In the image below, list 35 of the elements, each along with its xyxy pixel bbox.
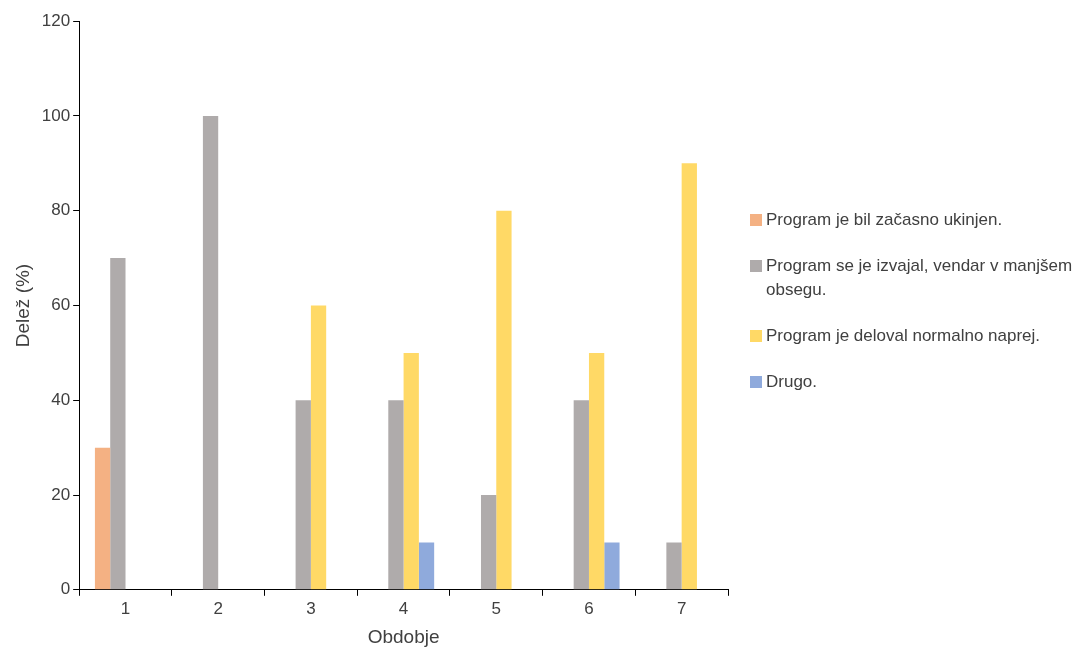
bar xyxy=(94,447,111,590)
y-tick-label: 40 xyxy=(51,389,71,409)
x-tick-label: 7 xyxy=(676,598,687,618)
bar xyxy=(310,305,327,590)
legend-label: Drugo. xyxy=(766,371,818,393)
x-tick-label: 4 xyxy=(398,598,409,618)
bar xyxy=(588,352,605,590)
y-tick-label: 60 xyxy=(51,295,71,315)
bar xyxy=(388,400,404,590)
x-tick-label: 3 xyxy=(306,598,316,618)
x-tick-label: 2 xyxy=(213,598,223,618)
y-tick-label: 120 xyxy=(41,10,71,30)
bar xyxy=(666,542,682,590)
bar xyxy=(496,210,512,590)
bar xyxy=(295,400,311,590)
bar xyxy=(110,258,126,590)
bar xyxy=(202,115,219,590)
x-tick-label: 5 xyxy=(491,598,502,618)
legend-label: Program je deloval normalno naprej. xyxy=(766,325,1041,347)
bar xyxy=(681,163,697,590)
x-tick-label: 1 xyxy=(120,598,131,618)
y-axis-title: Delež (%) xyxy=(11,263,33,348)
y-tick-label: 100 xyxy=(41,105,71,125)
y-tick-label: 20 xyxy=(51,484,71,504)
legend-label: Program se je izvajal, vendar v manjšem obsegu. xyxy=(766,255,1074,301)
y-tick-label: 80 xyxy=(51,200,71,220)
bar xyxy=(418,542,435,590)
y-tick-label: 0 xyxy=(60,579,71,599)
bar xyxy=(480,495,497,590)
legend-label: Program je bil začasno ukinjen. xyxy=(766,209,1003,231)
bar xyxy=(403,352,419,590)
x-axis-title: Obdobje xyxy=(367,625,440,647)
x-tick-label: 6 xyxy=(584,598,594,618)
bar xyxy=(573,400,589,590)
bar xyxy=(604,542,620,590)
